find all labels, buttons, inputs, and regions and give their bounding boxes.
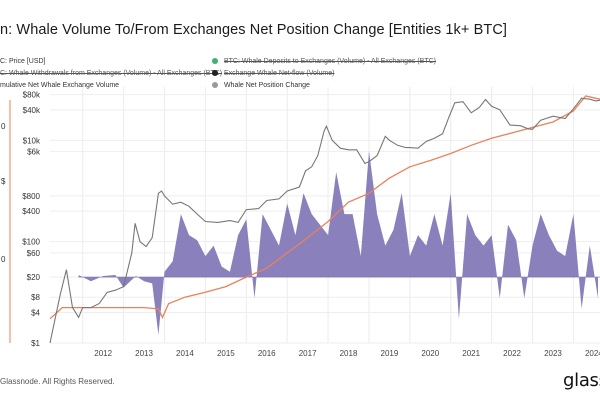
legend-dot-deposits (212, 58, 218, 64)
y-tick-label: $400 (22, 207, 40, 216)
legend-price[interactable]: C: Price [USD] (0, 58, 46, 65)
x-tick-label: 2017 (299, 349, 317, 358)
y-tick-label: $60 (27, 249, 41, 258)
y-tick-label: $40k (23, 106, 41, 115)
y-tick-label: $80k (23, 91, 41, 100)
y-tick-label: $100 (22, 238, 40, 247)
legend-exchange-netflow[interactable]: Exchange Whale Net-flow (Volume) (212, 70, 334, 77)
y-tick-label: $20 (27, 273, 41, 282)
legend-dot-netflow (212, 70, 218, 76)
x-tick-label: 2015 (217, 349, 235, 358)
y-tick-label: $800 (22, 192, 40, 201)
cumulative-net-line (49, 95, 600, 320)
legend-cumulative-net-label: mulative Net Whale Exchange Volume (0, 82, 120, 89)
net-position-change-area (78, 151, 600, 335)
legend-whale-deposits-label: BTC: Whale Deposits to Exchanges (Volume… (223, 58, 436, 65)
copyright-text: Glassnode. All Rights Reserved. (0, 377, 115, 386)
x-tick-label: 2014 (176, 349, 194, 358)
legend-exchange-netflow-label: Exchange Whale Net-flow (Volume) (223, 70, 335, 77)
brand-logo: glass (563, 370, 600, 391)
chart-title: n: Whale Volume To/From Exchanges Net Po… (0, 22, 508, 38)
net-position-change-fill (78, 151, 599, 335)
y-tick-label: $10k (23, 136, 41, 145)
legend-whale-withdrawals[interactable]: C: Whale Withdrawals from Exchanges (Vol… (0, 70, 222, 77)
x-tick-label: 2013 (135, 349, 153, 358)
x-tick-label: 2024 (585, 349, 600, 358)
legend-price-label: C: Price [USD] (0, 58, 46, 65)
x-tick-label: 2016 (258, 349, 276, 358)
y-tick-label: $8 (31, 293, 40, 302)
x-tick-label: 2023 (544, 349, 562, 358)
axes: 2012 2013 2014 2015 2016 2017 2018 2019 2020 2021… (1, 91, 600, 358)
legend-dot-net-position (212, 82, 218, 88)
price-line (49, 97, 600, 344)
y-tick-label-partial: $ (1, 177, 6, 186)
series-lines (49, 95, 600, 344)
y-tick-label-partial: 0 (1, 122, 6, 131)
legend-net-position[interactable]: Whale Net Position Change (212, 82, 310, 89)
x-tick-label: 2018 (340, 349, 358, 358)
grid (50, 87, 600, 344)
x-tick-label: 2019 (381, 349, 399, 358)
legend-whale-deposits[interactable]: BTC: Whale Deposits to Exchanges (Volume… (212, 58, 436, 65)
y-tick-label: $4 (31, 308, 40, 317)
y-tick-label: $1 (31, 339, 40, 348)
y-tick-label: $6k (27, 148, 41, 157)
y-tick-label-partial: 0 (1, 255, 6, 264)
x-tick-label: 2020 (421, 349, 439, 358)
legend-whale-withdrawals-label: C: Whale Withdrawals from Exchanges (Vol… (0, 70, 223, 77)
legend-net-position-label: Whale Net Position Change (223, 82, 310, 89)
x-tick-label: 2021 (462, 349, 480, 358)
x-tick-label: 2022 (503, 349, 521, 358)
x-tick-label: 2012 (94, 349, 112, 358)
legend-cumulative-net[interactable]: mulative Net Whale Exchange Volume (0, 82, 119, 89)
